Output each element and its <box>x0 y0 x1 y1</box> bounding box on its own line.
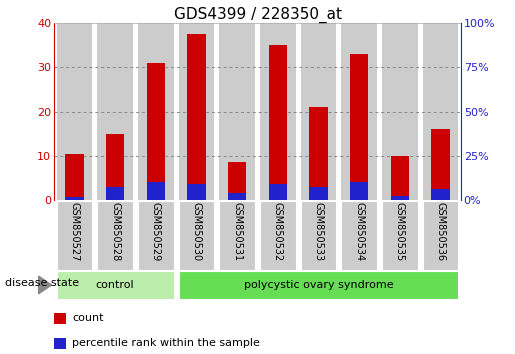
Bar <box>301 23 336 200</box>
Text: GSM850530: GSM850530 <box>192 202 201 261</box>
Text: GSM850528: GSM850528 <box>110 202 120 261</box>
Text: GSM850536: GSM850536 <box>436 202 445 261</box>
Text: percentile rank within the sample: percentile rank within the sample <box>73 338 260 348</box>
Bar <box>106 133 124 200</box>
Bar <box>260 201 296 270</box>
Bar <box>57 201 92 270</box>
Text: GSM850529: GSM850529 <box>151 202 161 261</box>
Bar <box>341 23 377 200</box>
Bar <box>269 45 287 200</box>
Text: disease state: disease state <box>5 278 79 288</box>
Bar <box>391 156 409 200</box>
Text: GSM850535: GSM850535 <box>395 202 405 261</box>
Bar <box>65 198 83 200</box>
Bar <box>179 201 214 270</box>
Text: GSM850531: GSM850531 <box>232 202 242 261</box>
Bar <box>179 271 458 299</box>
Bar <box>260 23 296 200</box>
Bar <box>228 162 246 200</box>
Text: count: count <box>73 313 104 323</box>
Bar <box>269 184 287 200</box>
Bar <box>432 189 450 200</box>
Text: GSM850534: GSM850534 <box>354 202 364 261</box>
Bar <box>350 182 368 200</box>
Polygon shape <box>39 276 52 294</box>
Bar <box>147 182 165 200</box>
Bar <box>187 184 205 200</box>
Bar <box>391 196 409 200</box>
Bar <box>65 154 83 200</box>
Bar <box>310 107 328 200</box>
Text: polycystic ovary syndrome: polycystic ovary syndrome <box>244 280 393 290</box>
Text: GSM850532: GSM850532 <box>273 202 283 261</box>
Bar <box>147 63 165 200</box>
Bar <box>423 23 458 200</box>
Bar <box>432 129 450 200</box>
Bar <box>187 34 205 200</box>
Bar <box>138 23 174 200</box>
Bar <box>54 313 66 324</box>
Bar <box>138 201 174 270</box>
Bar <box>106 187 124 200</box>
Bar <box>179 23 214 200</box>
Bar <box>219 201 255 270</box>
Bar <box>97 23 133 200</box>
Bar <box>423 201 458 270</box>
Text: GSM850533: GSM850533 <box>314 202 323 261</box>
Text: GSM850527: GSM850527 <box>70 202 79 262</box>
Bar <box>228 193 246 200</box>
Text: control: control <box>96 280 134 290</box>
Bar <box>350 54 368 200</box>
Bar <box>57 271 174 299</box>
Bar <box>219 23 255 200</box>
Bar <box>382 201 418 270</box>
Bar <box>310 187 328 200</box>
Title: GDS4399 / 228350_at: GDS4399 / 228350_at <box>174 7 341 23</box>
Bar <box>54 338 66 348</box>
Bar <box>57 23 92 200</box>
Bar <box>301 201 336 270</box>
Bar <box>341 201 377 270</box>
Bar <box>97 201 133 270</box>
Bar <box>382 23 418 200</box>
